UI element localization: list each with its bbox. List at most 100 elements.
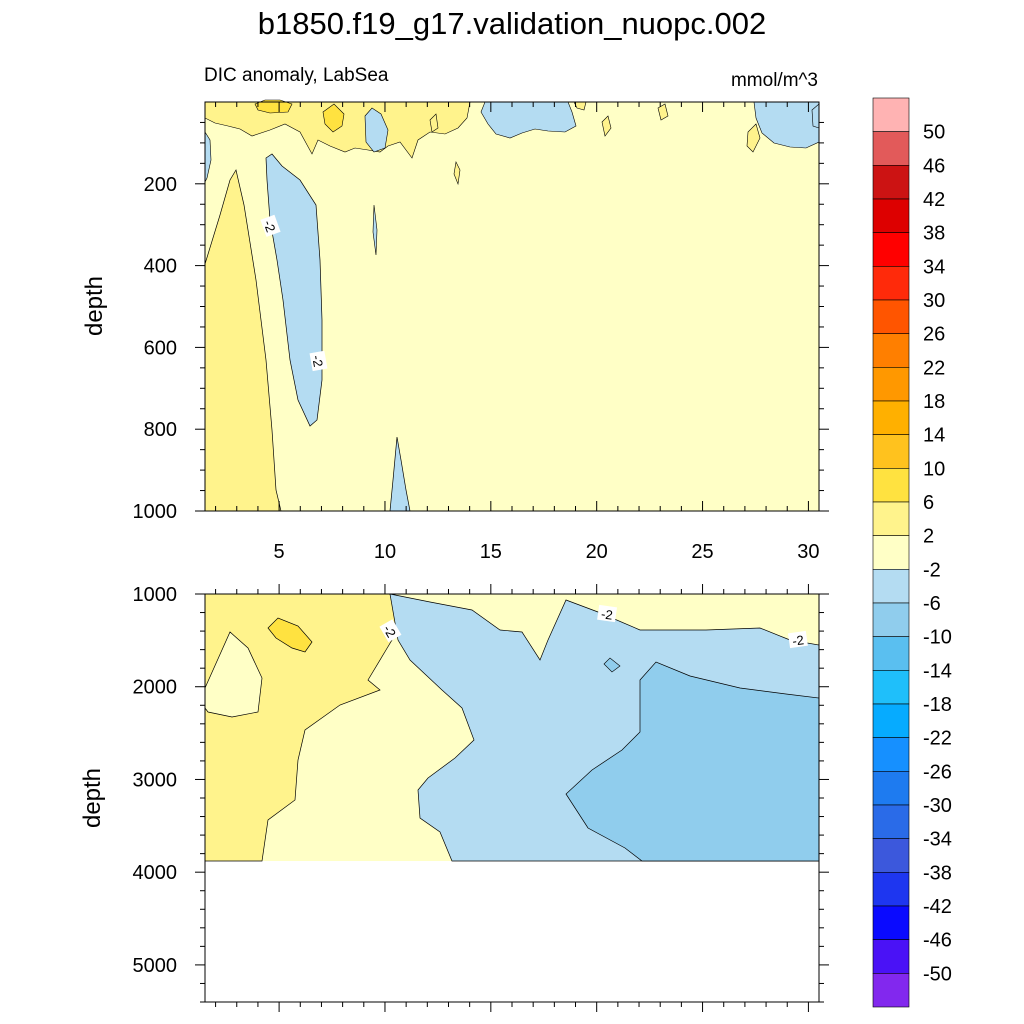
- upper-y-tick-label: 1000: [133, 501, 178, 523]
- colorbar-label: -14: [923, 660, 952, 682]
- colorbar-label: 34: [923, 256, 945, 278]
- colorbar-label: -42: [923, 896, 952, 918]
- panel-left-string: DIC anomaly, LabSea: [204, 65, 389, 86]
- lower-y-tick-label: 4000: [133, 862, 178, 884]
- colorbar-swatch: [872, 670, 910, 705]
- colorbar-swatch: [872, 333, 910, 368]
- upper-x-tick-label: 25: [691, 541, 713, 563]
- lower-tick-marks: [195, 584, 829, 1012]
- colorbar-swatch: [872, 266, 910, 301]
- upper-surface-warm-core-b: [322, 103, 345, 133]
- colorbar-swatch: [872, 468, 910, 503]
- colorbar-label: -50: [923, 963, 952, 985]
- lower-y-tick-label: 5000: [133, 955, 178, 977]
- lower-y-tick-label: 2000: [133, 677, 178, 699]
- lower-y-axis-title: depth: [79, 768, 106, 828]
- colorbar: 50 46 42 38 34 30 26 22 18 14 10 6 2 -2 -6 -10 -14 -18 -22…: [872, 97, 952, 1008]
- upper-x-tick-label: 5: [274, 541, 285, 563]
- colorbar-label: 26: [923, 324, 945, 346]
- colorbar-label: -10: [923, 627, 952, 649]
- upper-surface-cool-patch-a: [364, 107, 389, 153]
- svg-text:-2: -2: [261, 218, 279, 234]
- lower-y-tick-label: 3000: [133, 769, 178, 791]
- colorbar-label: -30: [923, 795, 952, 817]
- upper-surface-cool-patch-b: [480, 101, 577, 139]
- colorbar-label: -18: [923, 694, 952, 716]
- colorbar-swatch: [872, 838, 910, 873]
- colorbar-swatch: [872, 703, 910, 738]
- colorbar-swatch: [872, 198, 910, 233]
- lower-small-negative-pocket: [603, 657, 621, 673]
- svg-text:-2: -2: [791, 632, 805, 648]
- colorbar-swatch: [872, 501, 910, 536]
- lower-tick-labels: 1000 2000 3000 4000 5000: [133, 584, 178, 977]
- colorbar-label: -26: [923, 761, 952, 783]
- colorbar-swatch: [872, 299, 910, 334]
- upper-x-tick-label: 30: [797, 541, 819, 563]
- colorbar-swatch: [872, 771, 910, 806]
- upper-negative-column: [265, 153, 323, 427]
- upper-surface-warm-band: [204, 101, 471, 159]
- colorbar-label: -46: [923, 930, 952, 952]
- upper-y-axis-title: depth: [81, 276, 108, 336]
- lower-contour-labels: -2 -2 -2: [379, 604, 808, 649]
- colorbar-swatch: [872, 400, 910, 435]
- lower-contour-label: -2: [787, 630, 808, 649]
- colorbar-label: 38: [923, 223, 945, 245]
- upper-x-tick-label: 20: [586, 541, 608, 563]
- upper-contour-label: -2: [260, 214, 281, 237]
- upper-x-tick-label: 10: [374, 541, 396, 563]
- upper-surface-warm-speck-c: [601, 115, 612, 137]
- colorbar-swatch: [872, 636, 910, 671]
- colorbar-swatch: [872, 872, 910, 907]
- upper-contour-labels: -2 -2: [260, 214, 328, 372]
- colorbar-label: 22: [923, 357, 945, 379]
- colorbar-label: 18: [923, 391, 945, 413]
- colorbar-swatch: [872, 535, 910, 570]
- colorbar-swatch: [872, 434, 910, 469]
- lower-panel: [204, 593, 820, 1002]
- colorbar-swatch: [872, 232, 910, 267]
- colorbar-swatch: [872, 367, 910, 402]
- colorbar-swatch: [872, 569, 910, 604]
- upper-surface-warm-speck-e: [429, 113, 439, 133]
- panel-right-string: mmol/m^3: [731, 70, 818, 91]
- colorbar-swatch: [872, 97, 910, 132]
- colorbar-label: -22: [923, 728, 952, 750]
- svg-text:-2: -2: [600, 606, 614, 622]
- colorbar-label: -34: [923, 829, 952, 851]
- colorbar-swatch: [872, 602, 910, 637]
- colorbar-label: 2: [923, 526, 934, 548]
- colorbar-swatch: [872, 737, 910, 772]
- colorbar-label: -2: [923, 559, 941, 581]
- upper-contour-label: -2: [309, 350, 328, 372]
- upper-negative-sliver: [372, 204, 378, 256]
- lower-positive-core: [267, 617, 313, 653]
- colorbar-swatch: [872, 165, 910, 200]
- lower-deeper-negative-core: [565, 661, 820, 862]
- colorbar-label: 46: [923, 155, 945, 177]
- colorbar-label: 14: [923, 425, 945, 447]
- colorbar-label: -6: [923, 593, 941, 615]
- colorbar-swatch: [872, 939, 910, 974]
- upper-y-tick-label: 200: [144, 174, 177, 196]
- upper-y-tick-label: 600: [144, 337, 177, 359]
- colorbar-swatch: [872, 973, 910, 1008]
- colorbar-label: 6: [923, 492, 934, 514]
- upper-panel: [204, 99, 820, 512]
- upper-x-tick-label: 15: [480, 541, 502, 563]
- colorbar-label: -38: [923, 862, 952, 884]
- upper-surface-warm-speck-a: [453, 161, 461, 186]
- upper-surface-warm-speck-d: [657, 103, 669, 121]
- figure-title: b1850.f19_g17.validation_nuopc.002: [258, 6, 767, 41]
- colorbar-swatch: [872, 905, 910, 940]
- colorbar-swatch: [872, 131, 910, 166]
- upper-tick-labels: 5 10 15 20 25 30 200 400 600 800 1000: [133, 174, 820, 563]
- lower-contour-label: -2: [379, 619, 402, 643]
- upper-y-tick-label: 400: [144, 256, 177, 278]
- colorbar-label: 30: [923, 290, 945, 312]
- upper-tick-marks: [195, 102, 829, 512]
- colorbar-label: 50: [923, 122, 945, 144]
- colorbar-label: 10: [923, 458, 945, 480]
